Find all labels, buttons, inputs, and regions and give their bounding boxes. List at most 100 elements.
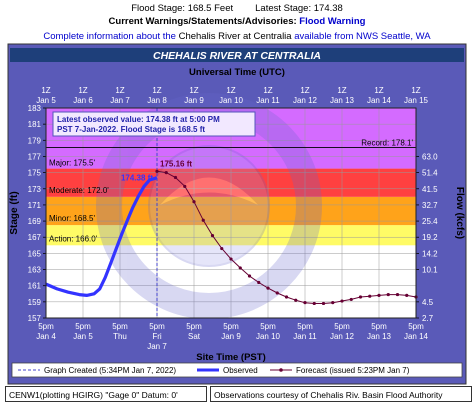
bottom-tick-day: Jan 12 [330,332,355,341]
y-tick-label: 171 [28,201,42,210]
y2-tick-label: 41.5 [422,185,438,194]
bottom-tick-day: Fri [152,332,162,341]
forecast-point [377,293,381,297]
top-tick-date: Jan 11 [256,96,280,105]
warnings-line: Current Warnings/Statements/Advisories: … [0,16,474,27]
y-tick-label: 157 [28,314,42,323]
forecast-point [210,234,215,238]
forecast-point [275,291,279,295]
y-tick-label: 179 [28,136,42,145]
top-tick-label: 1Z [300,86,309,95]
forecast-point [395,292,400,297]
flood-warning-link[interactable]: Flood Warning [299,16,366,27]
y2-tick-label: 10.1 [422,266,438,275]
forecast-point [155,169,159,173]
title-bar [10,48,464,62]
latest-value-line1: Latest observed value: 174.38 ft at 5:00… [57,115,220,124]
top-tick-label: 1Z [189,86,198,95]
chart-title: CHEHALIS RIVER AT CENTRALIA [153,50,321,62]
y2-tick-label: 14.2 [422,249,438,258]
top-axis-title: Universal Time (UTC) [189,67,285,78]
top-tick-label: 1Z [152,86,161,95]
top-tick-label: 1Z [78,86,87,95]
y-tick-label: 173 [28,185,42,194]
observations-credit: Observations courtesy of Chehalis Riv. B… [210,386,472,402]
bottom-tick-day: Jan 10 [256,332,281,341]
bottom-tick-label: 5pm [38,322,54,331]
forecast-point [312,301,316,306]
forecast-point [340,299,344,303]
forecast-point [405,293,409,297]
legend-forecast-dot [279,368,283,372]
bottom-tick-label: 5pm [186,322,202,331]
y2-tick-label: 2.7 [422,314,434,323]
forecast-point [201,218,205,222]
legend-observed-label: Observed [223,366,258,375]
stage-summary: Flood Stage: 168.5 Feet Latest Stage: 174… [0,3,474,14]
top-tick-date: Jan 15 [404,96,429,105]
forecast-peak-label: 175.16 ft [160,159,192,168]
bottom-tick-day: Jan 9 [221,332,241,341]
gage-datum-note: CENW1(plotting HGIRG) "Gage 0" Datum: 0' [5,386,207,402]
top-tick-date: Jan 5 [36,96,56,105]
bottom-tick-date: Jan 7 [147,342,167,351]
top-tick-date: Jan 8 [147,96,167,105]
forecast-point [220,246,224,251]
record-label: Record: 178.1' [361,139,413,148]
bottom-tick-day: Jan 5 [73,332,93,341]
band-label-moderate: Moderate: 172.0' [49,186,109,195]
forecast-point [284,295,289,299]
forecast-point [266,286,270,290]
y-tick-label: 177 [28,152,42,161]
band-label-action: Action: 166.0' [49,234,98,243]
top-tick-date: Jan 12 [293,96,318,105]
forecast-point [247,274,252,278]
bottom-tick-label: 5pm [112,322,128,331]
info-prefix: Complete information about the [43,31,176,42]
bottom-tick-label: 5pm [260,322,276,331]
y-tick-label: 181 [28,120,42,129]
river-link[interactable]: Chehalis River at Centralia [178,31,292,42]
y2-tick-label: 4.5 [422,298,434,307]
forecast-point [321,301,326,306]
top-tick-label: 1Z [337,86,346,95]
y-tick-label: 167 [28,233,42,242]
observed-series-line [45,176,158,297]
top-tick-label: 1Z [374,86,383,95]
y-tick-label: 161 [28,282,42,291]
bottom-tick-label: 5pm [297,322,313,331]
bottom-tick-day: Jan 14 [404,332,429,341]
forecast-point [386,292,390,297]
bottom-tick-label: 5pm [408,322,424,331]
bottom-tick-label: 5pm [334,322,350,331]
forecast-point [238,266,242,270]
y-tick-label: 163 [28,266,42,275]
forecast-point [173,175,178,180]
seal-bird [160,177,258,205]
y-tick-label: 169 [28,217,42,226]
bottom-tick-day: Thu [113,332,127,341]
bottom-tick-label: 5pm [223,322,239,331]
y-axis-title: Stage (ft) [9,191,20,234]
flood-stage-text: Flood Stage: 168.5 Feet [131,3,234,14]
band-label-minor: Minor: 168.5' [49,214,95,223]
top-tick-label: 1Z [41,86,50,95]
y-tick-label: 175 [28,169,42,178]
y2-axis-title: Flow (kcfs) [454,187,465,239]
nws-seattle-link[interactable]: NWS Seattle, WA [356,31,431,42]
forecast-point [368,294,372,298]
bottom-tick-day: Jan 4 [36,332,56,341]
x-axis-title: Site Time (PST) [196,352,266,363]
forecast-point [257,280,261,285]
latest-value-box: Latest observed value: 174.38 ft at 5:00… [52,111,256,137]
warnings-label: Current Warnings/Statements/Advisories: [108,16,297,27]
y-tick-label: 159 [28,298,42,307]
top-tick-date: Jan 10 [219,96,244,105]
forecast-point [183,184,187,188]
y-tick-label: 165 [28,249,42,258]
observed-peak-label: 174.38 ft [121,174,153,183]
y2-tick-label: 25.4 [422,217,438,226]
y2-tick-label: 63.0 [422,152,438,161]
noaa-seal-watermark [96,93,322,319]
